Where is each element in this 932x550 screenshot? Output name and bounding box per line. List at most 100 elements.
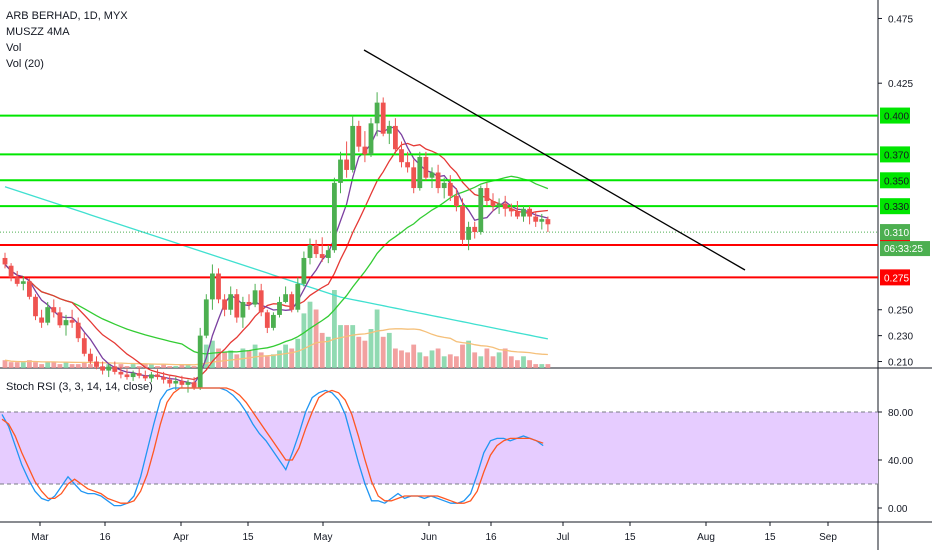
candle-body: [380, 102, 386, 134]
candle-body: [399, 149, 404, 163]
candle-body: [368, 123, 374, 155]
candle-body: [411, 167, 417, 189]
candle-body: [283, 294, 288, 302]
candle-body: [484, 188, 490, 202]
volume-bar: [33, 362, 38, 368]
volume-bar: [466, 340, 471, 368]
volume-bar: [374, 309, 380, 368]
volume-bar: [417, 352, 423, 368]
rsi-tick-label: 80.00: [888, 408, 913, 419]
candle-body: [228, 294, 234, 310]
candle-body: [332, 182, 337, 251]
candle-body: [502, 203, 508, 209]
level-tag-0.350: [880, 172, 910, 189]
volume-bar: [2, 360, 8, 368]
candle-body: [63, 320, 69, 326]
volume-bar: [289, 348, 295, 368]
candle-body: [100, 366, 105, 371]
trendline: [363, 49, 746, 271]
level-tag-0.400: [880, 107, 910, 124]
candle-body: [20, 281, 26, 284]
candle-body: [51, 307, 57, 313]
volume-bar: [393, 348, 398, 368]
level-tag-label: 0.275: [884, 273, 909, 284]
volume-bar: [161, 364, 166, 368]
price-tick-label: 0.210: [888, 358, 913, 369]
candle-body: [393, 125, 398, 150]
volume-bar: [325, 336, 331, 368]
level-tag-label: 0.350: [884, 176, 909, 187]
volume-bar: [521, 356, 526, 368]
volume-bar: [539, 364, 545, 368]
candle-body: [81, 338, 87, 354]
time-tick-label: Aug: [697, 532, 715, 543]
candle-body: [149, 374, 154, 379]
volume-bar: [81, 362, 87, 368]
level-tag-0.275: [880, 269, 910, 286]
candle-body: [454, 195, 459, 207]
candle-body: [191, 382, 197, 388]
candle-body: [57, 312, 63, 326]
candle-body: [508, 208, 514, 212]
volume-bar: [368, 329, 374, 368]
candle-body: [277, 301, 282, 315]
candle-body: [216, 273, 221, 300]
volume-bar: [136, 366, 142, 368]
legend-vol20[interactable]: Vol (20): [6, 58, 44, 70]
candle-body: [222, 299, 227, 310]
ma-mid-line: [4, 142, 548, 381]
candle-body: [39, 317, 44, 323]
volume-bar: [173, 366, 179, 368]
candle-body: [142, 375, 148, 379]
candle-body: [496, 203, 502, 207]
volume-bar: [490, 356, 496, 368]
volume-bar: [216, 348, 221, 368]
candle-body: [167, 379, 173, 384]
rsi-k-line: [1, 387, 544, 507]
rsi-pane-title[interactable]: Stoch RSI (3, 3, 14, 14, close): [6, 381, 153, 393]
candle-body: [533, 216, 539, 222]
candle-body: [69, 320, 75, 323]
volume-bar: [399, 350, 404, 368]
rsi-tick-label: 0.00: [888, 504, 908, 515]
volume-bar: [405, 352, 410, 368]
rsi-d-line: [1, 387, 544, 504]
candle-body: [2, 257, 8, 265]
volume-bar: [228, 350, 234, 368]
countdown-label: 06:33:25: [884, 244, 923, 255]
volume-bar: [191, 366, 197, 368]
level-tag-0.330: [880, 198, 910, 215]
candle-body: [8, 265, 14, 278]
ma-slow-line: [4, 175, 549, 355]
candle-body: [161, 377, 166, 380]
candle-body: [118, 371, 124, 375]
volume-bar: [63, 362, 69, 368]
volume-bar: [88, 364, 93, 368]
chart-legend: ARB BERHAD, 1D, MYX MUSZZ 4MA Vol Vol (2…: [6, 8, 128, 72]
volume-bar: [271, 354, 276, 368]
rsi-band: [0, 412, 878, 484]
candle-body: [435, 172, 441, 189]
volume-bar: [496, 352, 502, 368]
time-tick-label: Jun: [421, 532, 437, 543]
volume-bar: [356, 336, 362, 368]
legend-symbol[interactable]: ARB BERHAD, 1D, MYX: [6, 10, 128, 22]
candle-body: [460, 206, 465, 240]
volume-bar: [508, 356, 514, 368]
candle-body: [185, 382, 191, 385]
candle-body: [472, 226, 478, 233]
legend-vol[interactable]: Vol: [6, 42, 22, 54]
volume-bar: [484, 348, 490, 368]
volume-bar: [57, 364, 63, 368]
volume-bar: [258, 352, 264, 368]
time-tick-label: 15: [242, 532, 254, 543]
candle-body: [490, 201, 496, 207]
legend-ma-indicator[interactable]: MUSZZ 4MA: [6, 26, 70, 38]
volume-bar: [130, 364, 136, 368]
volume-bar: [362, 340, 368, 368]
candle-body: [246, 301, 252, 305]
volume-bar: [435, 348, 441, 368]
volume-bar: [69, 364, 75, 368]
volume-bar: [411, 344, 417, 368]
